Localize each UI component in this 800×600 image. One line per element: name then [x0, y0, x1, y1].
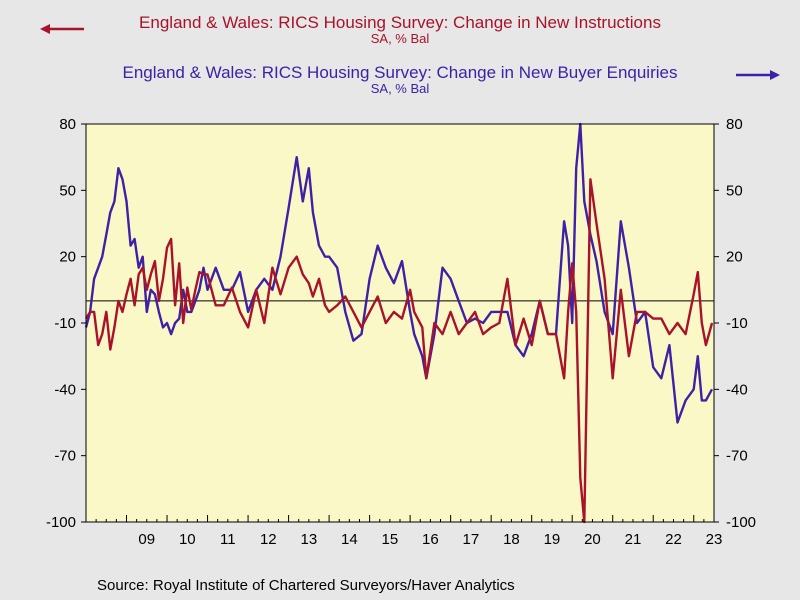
units-new-instructions: SA, % Bal [370, 31, 430, 46]
x-tick-label: 19 [544, 531, 561, 548]
left-y-tick-label: -40 [54, 381, 76, 398]
series-line-new-instructions [84, 178, 714, 524]
right-y-tick-label: 20 [726, 249, 743, 266]
x-tick-label: 16 [422, 531, 439, 548]
x-tick-label: 20 [584, 531, 601, 548]
source-note: Source: Royal Institute of Chartered Sur… [97, 577, 515, 594]
title-block-new-buyer-enquiries: England & Wales: RICS Housing Survey: Ch… [0, 64, 800, 96]
left-y-tick-label: -70 [54, 448, 76, 465]
title-new-instructions: England & Wales: RICS Housing Survey: Ch… [139, 13, 661, 32]
left-y-tick-label: 50 [59, 182, 76, 199]
right-y-tick-label: -40 [726, 381, 748, 398]
units-new-buyer-enquiries: SA, % Bal [370, 81, 430, 96]
right-y-tick-label: -100 [726, 514, 756, 531]
left-axis-arrow-icon [40, 24, 84, 34]
right-y-tick-label: 80 [726, 116, 743, 133]
x-tick-label: 13 [300, 531, 317, 548]
x-tick-label: 18 [503, 531, 520, 548]
left-y-tick-label: -100 [46, 514, 76, 531]
left-y-tick-label: 80 [59, 116, 76, 133]
x-tick-label: 09 [138, 531, 155, 548]
x-tick-label: 15 [382, 531, 399, 548]
x-tick-label: 21 [625, 531, 642, 548]
x-tick-label: 12 [260, 531, 277, 548]
x-tick-label: 17 [463, 531, 480, 548]
title-block-new-instructions: England & Wales: RICS Housing Survey: Ch… [0, 14, 800, 46]
right-axis-arrow-icon [736, 70, 780, 80]
series-line-new-buyer-enquiries [84, 122, 714, 424]
x-tick-label: 22 [665, 531, 682, 548]
plot-area [86, 124, 714, 522]
x-tick-label: 23 [706, 531, 723, 548]
x-tick-label: 11 [220, 531, 236, 548]
left-y-tick-label: -10 [54, 315, 76, 332]
right-y-tick-label: 50 [726, 182, 743, 199]
left-y-tick-label: 20 [59, 249, 76, 266]
right-y-tick-label: -70 [726, 448, 748, 465]
right-y-tick-label: -10 [726, 315, 748, 332]
x-tick-label: 14 [341, 531, 358, 548]
x-tick-label: 10 [179, 531, 196, 548]
title-new-buyer-enquiries: England & Wales: RICS Housing Survey: Ch… [122, 63, 678, 82]
